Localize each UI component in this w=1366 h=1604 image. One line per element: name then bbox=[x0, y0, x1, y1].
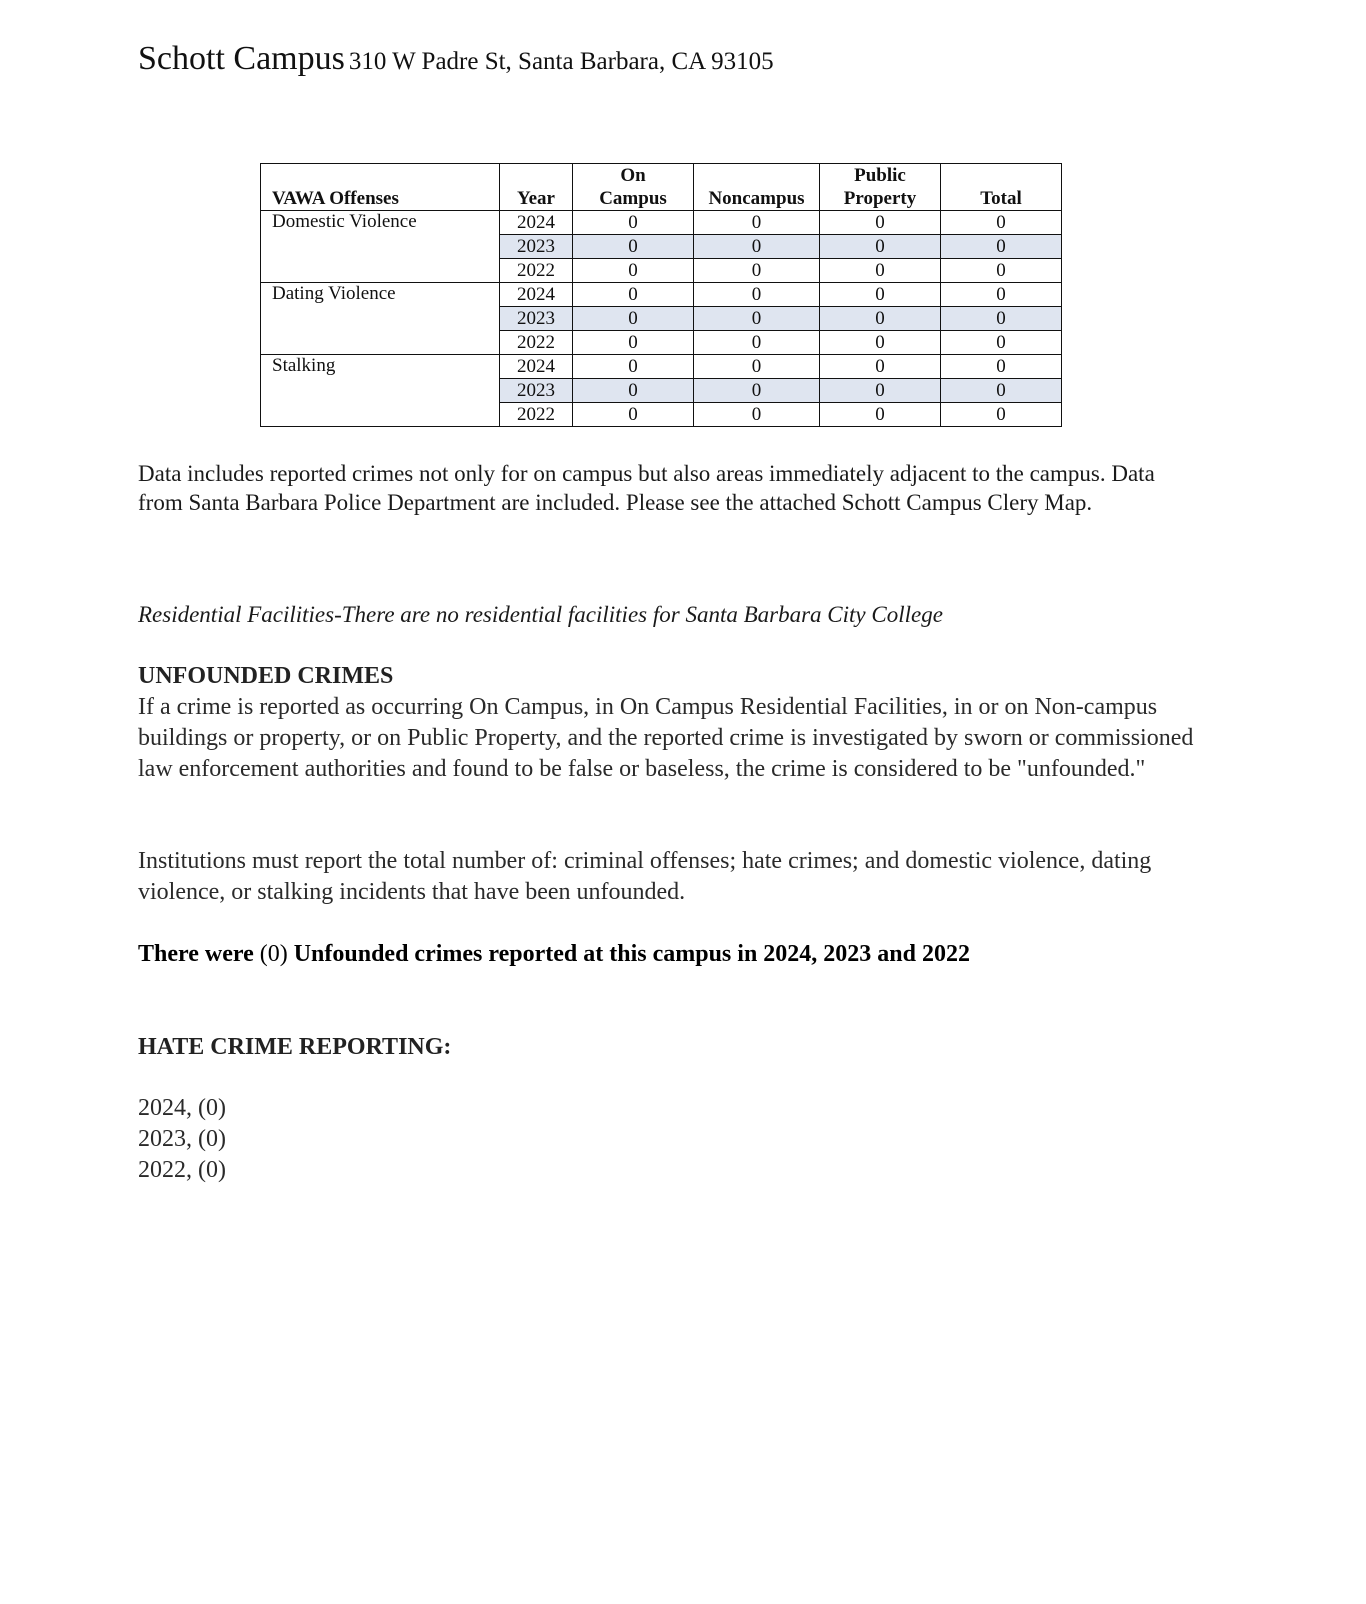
header-public-property: Public Property bbox=[819, 163, 941, 211]
cell-total: 0 bbox=[940, 306, 1062, 331]
statement-b: Unfounded crimes reported at this campus… bbox=[293, 941, 970, 967]
hate-heading: HATE CRIME REPORTING: bbox=[138, 1034, 452, 1060]
cell-total: 0 bbox=[940, 282, 1062, 307]
cell-pub: 0 bbox=[819, 378, 941, 403]
cell-total: 0 bbox=[940, 330, 1062, 355]
table-row: 2022 0 0 0 0 bbox=[261, 330, 1062, 355]
hate-year-2022: 2022, (0) bbox=[138, 1157, 226, 1183]
cell-on: 0 bbox=[572, 354, 694, 379]
cell-total: 0 bbox=[940, 258, 1062, 283]
cell-pub: 0 bbox=[819, 306, 941, 331]
residential-note: Residential Facilities-There are no resi… bbox=[138, 602, 943, 627]
cell-year: 2023 bbox=[499, 306, 573, 331]
header-on-campus: On Campus bbox=[572, 163, 694, 211]
page-title: Schott Campus 310 W Padre St, Santa Barb… bbox=[138, 40, 774, 78]
cell-total: 0 bbox=[940, 402, 1062, 427]
cell-non: 0 bbox=[693, 258, 820, 283]
cell-total: 0 bbox=[940, 210, 1062, 235]
table-row: Dating Violence 2024 0 0 0 0 bbox=[260, 282, 1062, 355]
cell-year: 2024 bbox=[499, 210, 573, 235]
cell-pub: 0 bbox=[819, 402, 941, 427]
campus-name: Schott Campus bbox=[138, 40, 345, 77]
cell-pub: 0 bbox=[819, 210, 941, 235]
cell-year: 2023 bbox=[499, 234, 573, 259]
cell-year: 2023 bbox=[499, 378, 573, 403]
cell-non: 0 bbox=[693, 378, 820, 403]
header-noncampus: Noncampus bbox=[693, 163, 820, 211]
cell-on: 0 bbox=[572, 402, 694, 427]
cell-on: 0 bbox=[572, 282, 694, 307]
cell-non: 0 bbox=[693, 330, 820, 355]
cell-pub: 0 bbox=[819, 258, 941, 283]
cell-pub: 0 bbox=[819, 330, 941, 355]
offense-label: Domestic Violence bbox=[260, 210, 500, 283]
cell-year: 2024 bbox=[499, 354, 573, 379]
cell-year: 2022 bbox=[499, 258, 573, 283]
cell-on: 0 bbox=[572, 306, 694, 331]
cell-on: 0 bbox=[572, 378, 694, 403]
table-row: 2023 0 0 0 0 bbox=[261, 306, 1062, 331]
header-total: Total bbox=[940, 163, 1062, 211]
cell-pub: 0 bbox=[819, 354, 941, 379]
table-row: Domestic Violence 2024 0 0 0 0 bbox=[260, 210, 1062, 283]
vawa-table: VAWA Offenses Year On Campus Noncampus P… bbox=[260, 163, 1062, 427]
cell-year: 2022 bbox=[499, 402, 573, 427]
cell-non: 0 bbox=[693, 354, 820, 379]
cell-year: 2022 bbox=[499, 330, 573, 355]
cell-pub: 0 bbox=[819, 234, 941, 259]
cell-on: 0 bbox=[572, 234, 694, 259]
cell-non: 0 bbox=[693, 210, 820, 235]
cell-non: 0 bbox=[693, 402, 820, 427]
statement-a: There were bbox=[138, 941, 254, 967]
header-year: Year bbox=[499, 163, 573, 211]
cell-on: 0 bbox=[572, 258, 694, 283]
cell-total: 0 bbox=[940, 378, 1062, 403]
table-row: 2023 0 0 0 0 bbox=[261, 234, 1062, 259]
cell-non: 0 bbox=[693, 234, 820, 259]
statement-count: (0) bbox=[259, 941, 288, 967]
hate-year-2024: 2024, (0) bbox=[138, 1095, 226, 1121]
cell-year: 2024 bbox=[499, 282, 573, 307]
offense-label: Dating Violence bbox=[260, 282, 500, 355]
unfounded-heading: UNFOUNDED CRIMES bbox=[138, 663, 394, 689]
table-row: 2023 0 0 0 0 bbox=[261, 378, 1062, 403]
campus-address: 310 W Padre St, Santa Barbara, CA 93105 bbox=[348, 48, 774, 75]
cell-total: 0 bbox=[940, 234, 1062, 259]
cell-total: 0 bbox=[940, 354, 1062, 379]
table-row: Stalking 2024 0 0 0 0 bbox=[260, 354, 1062, 427]
cell-on: 0 bbox=[572, 210, 694, 235]
offense-label: Stalking bbox=[260, 354, 500, 427]
cell-non: 0 bbox=[693, 282, 820, 307]
unfounded-para1: If a crime is reported as occurring On C… bbox=[138, 694, 1194, 782]
cell-pub: 0 bbox=[819, 282, 941, 307]
header-offenses: VAWA Offenses bbox=[260, 163, 500, 211]
unfounded-statement: There were (0) Unfounded crimes reported… bbox=[138, 939, 1198, 970]
unfounded-para2: Institutions must report the total numbe… bbox=[138, 848, 1152, 905]
data-note: Data includes reported crimes not only f… bbox=[138, 461, 1155, 515]
hate-year-2023: 2023, (0) bbox=[138, 1126, 226, 1152]
table-row: 2022 0 0 0 0 bbox=[261, 402, 1062, 427]
cell-non: 0 bbox=[693, 306, 820, 331]
table-row: 2022 0 0 0 0 bbox=[261, 258, 1062, 283]
cell-on: 0 bbox=[572, 330, 694, 355]
